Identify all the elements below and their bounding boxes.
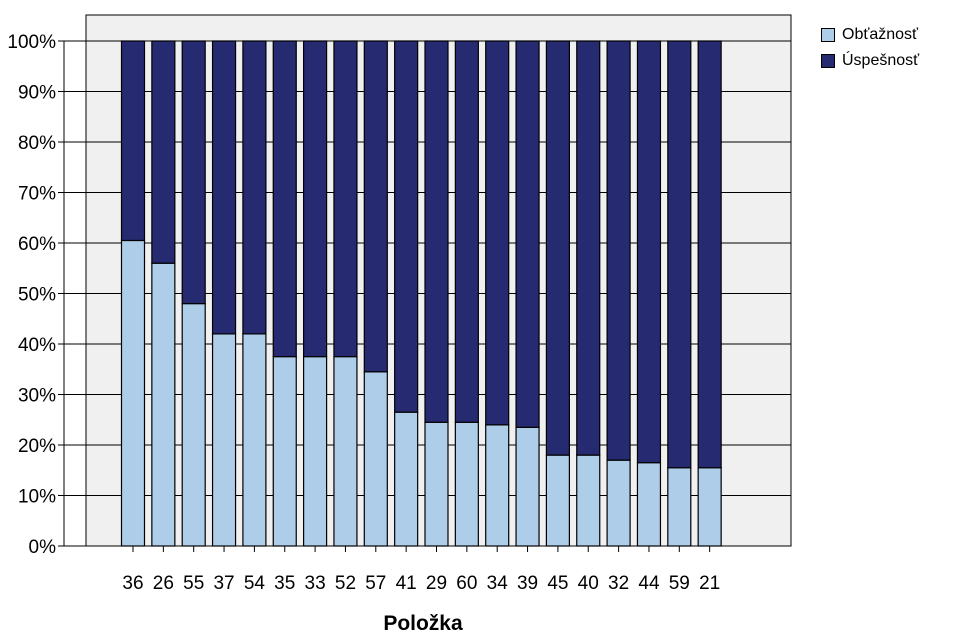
x-axis: 36 26 55 37 54 35 33 52 57 41 29 60 34 39 45 40 32 44 59 21 (121, 545, 722, 594)
bar-segment-uspesnost (333, 40, 358, 358)
legend-label-obtaznost: Obťažnosť (842, 26, 919, 43)
legend-swatch-uspesnost (821, 54, 835, 68)
bar-segment-uspesnost (181, 40, 206, 305)
y-tick-label: 90% (18, 83, 56, 104)
bar-segment-uspesnost (606, 40, 631, 461)
legend-item-uspesnost: Úspešnosť (821, 48, 919, 74)
x-tick-label: 29 (426, 573, 447, 594)
bar-segment-obtaznost (485, 424, 510, 547)
bar-segment-obtaznost (333, 356, 358, 547)
y-tick-label: 60% (18, 234, 56, 255)
bar-segment-obtaznost (636, 462, 662, 547)
x-tick-label: 39 (517, 573, 538, 594)
bar-segment-uspesnost (576, 40, 601, 456)
bar-segment-obtaznost (120, 239, 146, 547)
bar-segment-obtaznost (515, 426, 540, 547)
bar-segment-uspesnost (697, 40, 722, 469)
bar-segment-obtaznost (363, 371, 388, 547)
bar-segment-uspesnost (667, 40, 692, 469)
y-axis: 0% 10% 20% 30% 40% 50% 60% 70% 80% 90% 100% (7, 32, 86, 558)
bar-segment-obtaznost (697, 467, 722, 547)
bar-segment-obtaznost (242, 333, 267, 547)
x-tick-label: 59 (669, 573, 690, 594)
y-tick-label: 100% (7, 32, 56, 53)
x-tick-label: 34 (487, 573, 509, 594)
x-tick-label: 57 (365, 573, 386, 594)
y-tick-label: 80% (18, 133, 56, 154)
bar-segment-uspesnost (211, 40, 237, 335)
bar-segment-obtaznost (424, 421, 449, 547)
legend-item-obtaznost: Obťažnosť (821, 22, 919, 48)
bar-segment-uspesnost (424, 40, 449, 423)
bar-segment-uspesnost (485, 40, 510, 426)
x-tick-label: 55 (183, 573, 204, 594)
y-tick-label: 30% (18, 386, 56, 407)
bar-segment-uspesnost (120, 40, 146, 242)
x-tick-label: 36 (122, 573, 143, 594)
bar-segment-uspesnost (303, 40, 328, 358)
bar-segment-obtaznost (272, 356, 297, 547)
x-tick-label: 45 (547, 573, 568, 594)
y-tick-label: 10% (18, 487, 56, 508)
x-tick-label: 41 (396, 573, 417, 594)
bar-segment-uspesnost (636, 40, 662, 464)
y-tick-label: 0% (29, 537, 57, 558)
bar-segment-obtaznost (151, 262, 176, 547)
x-tick-label: 44 (638, 573, 660, 594)
bar-segment-obtaznost (606, 459, 631, 547)
bar-segment-uspesnost (272, 40, 297, 358)
x-tick-label: 32 (608, 573, 629, 594)
bar-segment-uspesnost (454, 40, 479, 423)
bar-segment-obtaznost (303, 356, 328, 547)
bar-segment-obtaznost (576, 454, 601, 547)
x-tick-label: 60 (456, 573, 477, 594)
bar-segment-uspesnost (151, 40, 176, 264)
bar-segment-obtaznost (211, 333, 237, 547)
bar-segment-obtaznost (667, 467, 692, 547)
bar-segment-uspesnost (242, 40, 267, 335)
bar-segment-obtaznost (394, 411, 419, 547)
legend: Obťažnosť Úspešnosť (821, 22, 919, 74)
x-axis-title: Položka (383, 612, 463, 635)
bar-segment-obtaznost (454, 421, 479, 547)
legend-label-uspesnost: Úspešnosť (842, 52, 920, 69)
bar-segment-uspesnost (545, 40, 571, 456)
bar-segment-uspesnost (394, 40, 419, 413)
y-tick-label: 70% (18, 184, 56, 205)
x-tick-label: 33 (305, 573, 326, 594)
x-tick-label: 52 (335, 573, 356, 594)
bars (120, 40, 722, 547)
x-tick-label: 35 (274, 573, 295, 594)
y-tick-label: 20% (18, 436, 56, 457)
legend-swatch-obtaznost (821, 28, 835, 42)
x-tick-label: 54 (244, 573, 266, 594)
x-tick-label: 37 (213, 573, 234, 594)
y-tick-label: 40% (18, 335, 56, 356)
bar-segment-uspesnost (363, 40, 388, 373)
x-tick-label: 26 (153, 573, 174, 594)
bar-segment-uspesnost (515, 40, 540, 428)
bar-segment-obtaznost (545, 454, 571, 547)
y-tick-label: 50% (18, 285, 56, 306)
x-tick-label: 21 (699, 573, 720, 594)
bar-segment-obtaznost (181, 303, 206, 547)
x-tick-label: 40 (578, 573, 599, 594)
